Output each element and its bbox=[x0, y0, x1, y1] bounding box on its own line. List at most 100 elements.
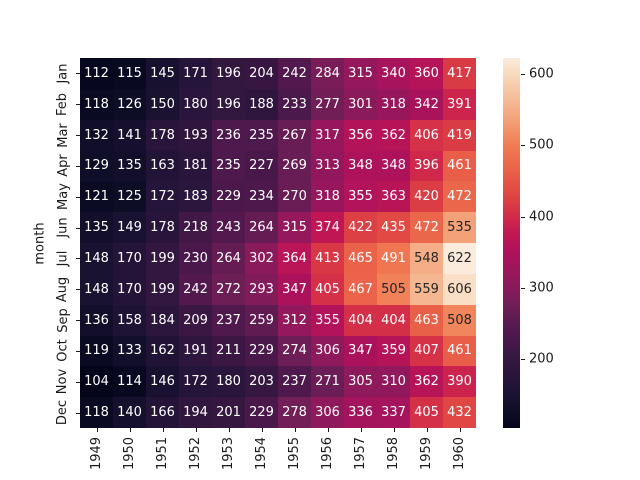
y-tick-label: Sep bbox=[50, 305, 76, 336]
heatmap-cell: 235 bbox=[212, 150, 245, 182]
heatmap-cell: 193 bbox=[179, 119, 212, 151]
heatmap-cell: 347 bbox=[344, 335, 377, 367]
y-axis-label-box: month bbox=[32, 58, 48, 428]
colorbar-tick-label: 500 bbox=[529, 137, 554, 153]
heatmap-cell: 172 bbox=[179, 366, 212, 398]
heatmap-cell: 121 bbox=[80, 181, 113, 213]
x-tick-text: 1950 bbox=[122, 436, 137, 470]
heatmap-cell: 374 bbox=[311, 212, 344, 243]
heatmap-cell: 135 bbox=[113, 150, 146, 182]
y-tick-text: Apr bbox=[55, 154, 71, 178]
y-tick-label: Oct bbox=[50, 336, 76, 367]
heatmap-cell: 505 bbox=[377, 273, 410, 305]
heatmap-cell: 141 bbox=[113, 119, 146, 151]
x-tick-text: 1955 bbox=[287, 436, 302, 470]
heatmap-cell: 293 bbox=[245, 273, 278, 305]
y-tick-label: Jan bbox=[50, 58, 76, 89]
heatmap-cell: 420 bbox=[410, 181, 443, 213]
y-tick-label: Dec bbox=[50, 397, 76, 428]
colorbar-tick-label: 200 bbox=[529, 351, 554, 367]
y-tick-text: Jan bbox=[55, 63, 71, 84]
heatmap-cell: 362 bbox=[377, 119, 410, 151]
heatmap-cell: 129 bbox=[80, 150, 113, 182]
x-tick-label: 1959 bbox=[410, 431, 443, 475]
heatmap-cell: 170 bbox=[113, 273, 146, 305]
x-tick-mark bbox=[426, 428, 428, 432]
heatmap-cell: 364 bbox=[278, 243, 311, 274]
heatmap-cell: 405 bbox=[311, 273, 344, 305]
heatmap-cell: 148 bbox=[80, 243, 113, 274]
heatmap-cell: 622 bbox=[443, 243, 476, 274]
y-tick-label: Jun bbox=[50, 212, 76, 243]
x-tick-label: 1950 bbox=[113, 431, 146, 475]
y-tick-text: Dec bbox=[55, 399, 71, 426]
heatmap-cell: 234 bbox=[245, 181, 278, 213]
y-tick-label: Nov bbox=[50, 366, 76, 397]
colorbar-tick-mark bbox=[521, 73, 525, 75]
heatmap-cell: 313 bbox=[311, 150, 344, 182]
heatmap-cell: 229 bbox=[245, 335, 278, 367]
colorbar-tick-mark bbox=[521, 288, 525, 289]
heatmap: 112 115 145 171 196 204 242 284 315 340 360 417 118 1… bbox=[80, 58, 476, 428]
heatmap-cell: 406 bbox=[410, 119, 443, 151]
heatmap-cell: 114 bbox=[113, 366, 146, 398]
heatmap-cell: 171 bbox=[179, 58, 212, 89]
heatmap-cell: 301 bbox=[344, 88, 377, 120]
heatmap-cell: 259 bbox=[245, 304, 278, 336]
heatmap-cell: 363 bbox=[377, 181, 410, 213]
x-tick-mark bbox=[96, 428, 98, 432]
x-tick-text: 1951 bbox=[155, 436, 170, 470]
heatmap-cell: 203 bbox=[245, 366, 278, 398]
colorbar-tick-label: 300 bbox=[529, 280, 554, 296]
heatmap-cell: 419 bbox=[443, 119, 476, 151]
y-tick-mark bbox=[76, 412, 80, 414]
heatmap-cell: 188 bbox=[245, 88, 278, 120]
heatmap-cell: 230 bbox=[179, 243, 212, 274]
heatmap-cell: 146 bbox=[146, 366, 179, 398]
heatmap-cell: 150 bbox=[146, 88, 179, 120]
heatmap-cell: 535 bbox=[443, 212, 476, 243]
heatmap-cell: 118 bbox=[80, 397, 113, 428]
heatmap-cell: 237 bbox=[212, 304, 245, 336]
heatmap-cell: 315 bbox=[278, 212, 311, 243]
heatmap-cell: 243 bbox=[212, 212, 245, 243]
x-tick-text: 1958 bbox=[386, 436, 401, 470]
heatmap-cell: 284 bbox=[311, 58, 344, 89]
heatmap-cell: 337 bbox=[377, 397, 410, 428]
x-tick-mark bbox=[459, 428, 461, 432]
heatmap-cell: 125 bbox=[113, 181, 146, 213]
heatmap-cell: 199 bbox=[146, 273, 179, 305]
heatmap-cell: 472 bbox=[410, 212, 443, 243]
heatmap-cell: 149 bbox=[113, 212, 146, 243]
heatmap-cell: 136 bbox=[80, 304, 113, 336]
heatmap-cell: 132 bbox=[80, 119, 113, 151]
heatmap-cell: 347 bbox=[278, 273, 311, 305]
heatmap-cell: 491 bbox=[377, 243, 410, 274]
heatmap-cell: 180 bbox=[179, 88, 212, 120]
y-tick-text: Nov bbox=[55, 369, 71, 395]
heatmap-cell: 272 bbox=[212, 273, 245, 305]
heatmap-cell: 360 bbox=[410, 58, 443, 89]
heatmap-cell: 271 bbox=[311, 366, 344, 398]
x-tick-label: 1952 bbox=[179, 431, 212, 475]
heatmap-cell: 277 bbox=[311, 88, 344, 120]
x-tick-label: 1954 bbox=[245, 431, 278, 475]
heatmap-cell: 196 bbox=[212, 58, 245, 89]
colorbar-tick-label: 400 bbox=[529, 209, 554, 225]
heatmap-cell: 274 bbox=[278, 335, 311, 367]
x-tick-mark bbox=[195, 428, 197, 432]
colorbar-tick-label: 600 bbox=[529, 66, 554, 82]
x-tick-mark bbox=[162, 428, 164, 432]
heatmap-cell: 172 bbox=[146, 181, 179, 213]
heatmap-cell: 404 bbox=[377, 304, 410, 336]
y-tick-text: Jul bbox=[55, 250, 71, 267]
y-tick-label: Feb bbox=[50, 89, 76, 120]
y-tick-mark bbox=[76, 289, 80, 291]
heatmap-cell: 508 bbox=[443, 304, 476, 336]
x-tick-label: 1953 bbox=[212, 431, 245, 475]
y-tick-mark bbox=[76, 165, 80, 167]
heatmap-cell: 218 bbox=[179, 212, 212, 243]
y-tick-mark bbox=[76, 350, 80, 352]
heatmap-cell: 310 bbox=[377, 366, 410, 398]
heatmap-cell: 390 bbox=[443, 366, 476, 398]
